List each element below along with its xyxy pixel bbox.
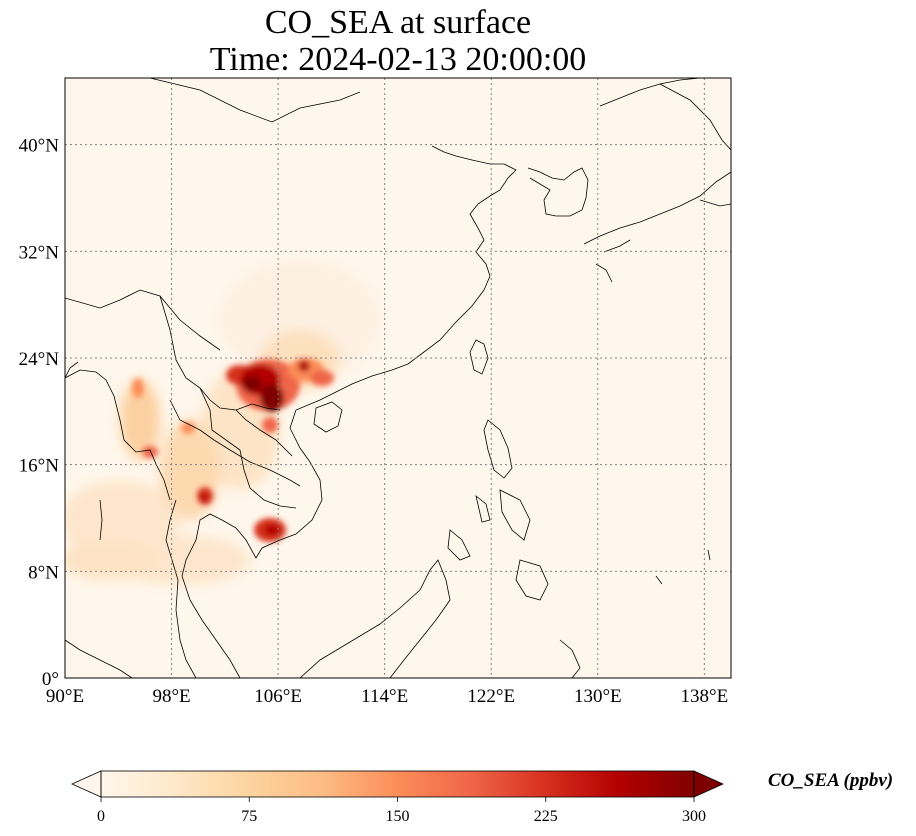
map-subtitle-time: Time: 2024-02-13 20:00:00 xyxy=(209,41,587,78)
colorbar-extend-low xyxy=(71,770,102,798)
colorbar-extend-high xyxy=(693,770,724,798)
lat-tick-label: 24°N xyxy=(19,349,60,370)
latitude-tick-labels: 0° 8°N 16°N 24°N 32°N 40°N xyxy=(19,136,60,690)
colorbar-gradient xyxy=(101,771,694,797)
lon-tick-label: 114°E xyxy=(361,686,408,707)
colorbar-tick-label: 75 xyxy=(241,808,257,825)
lon-tick-label: 98°E xyxy=(152,686,190,707)
lon-tick-label: 138°E xyxy=(681,686,729,707)
longitude-tick-labels: 90°E 98°E 106°E 114°E 122°E 130°E 138°E xyxy=(46,686,728,707)
map-title: CO_SEA at surface xyxy=(264,4,532,41)
coastlines-and-borders xyxy=(65,78,731,678)
colorbar: 0 75 150 225 300 xyxy=(71,770,724,825)
colorbar-tick-label: 225 xyxy=(534,808,558,825)
co-concentration-field xyxy=(65,260,380,585)
map-gridlines xyxy=(65,78,731,678)
colorbar-ticks: 0 75 150 225 300 xyxy=(97,797,706,825)
map-frame xyxy=(64,77,732,679)
lon-tick-label: 130°E xyxy=(574,686,622,707)
lat-tick-label: 0° xyxy=(42,669,59,690)
colorbar-label: CO_SEA (ppbv) xyxy=(768,770,894,791)
colorbar-tick-label: 150 xyxy=(386,808,410,825)
lat-tick-label: 8°N xyxy=(28,562,59,583)
lon-tick-label: 90°E xyxy=(46,686,84,707)
lat-tick-label: 32°N xyxy=(19,242,60,263)
map-background xyxy=(65,78,731,678)
lon-tick-label: 106°E xyxy=(254,686,302,707)
lat-tick-label: 40°N xyxy=(19,136,60,157)
lon-tick-label: 122°E xyxy=(467,686,515,707)
colorbar-tick-label: 0 xyxy=(97,808,105,825)
colorbar-tick-label: 300 xyxy=(682,808,706,825)
lat-tick-label: 16°N xyxy=(19,456,60,477)
